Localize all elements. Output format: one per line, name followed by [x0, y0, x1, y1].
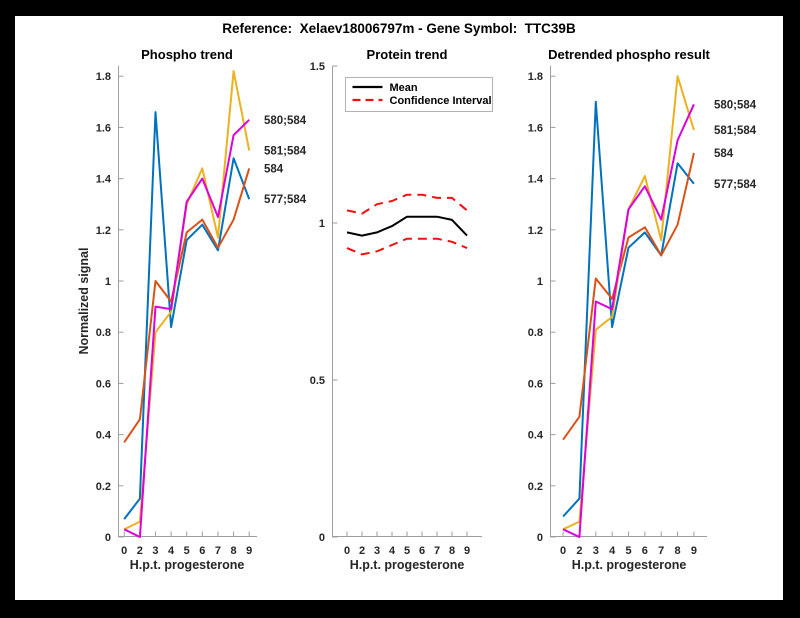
y-tick-label: 1 — [319, 218, 325, 230]
x-axis-label-protein: H.p.t. progesterone — [349, 558, 465, 572]
series-end-label: 577;584 — [264, 194, 307, 206]
y-tick-label: 1.4 — [96, 174, 112, 186]
x-tick-label: 3 — [593, 545, 599, 557]
y-tick-label: 0 — [319, 532, 325, 544]
y-tick-label: 0.6 — [96, 378, 111, 390]
y-tick-label: 1 — [537, 276, 543, 288]
subplot-title-protein-trend: Protein trend — [366, 47, 448, 62]
x-tick-label: 5 — [625, 545, 631, 557]
x-tick-label: 9 — [464, 545, 470, 557]
x-tick-label: 4 — [609, 545, 616, 557]
y-tick-label: 0.6 — [528, 378, 543, 390]
y-axis-label: Normalized signal — [77, 247, 91, 355]
series-end-label: 584 — [264, 163, 284, 175]
series-line-577-584 — [123, 111, 251, 520]
x-tick-label: 7 — [215, 545, 221, 557]
y-tick-label: 0.2 — [96, 481, 111, 493]
y-tick-label: 0.4 — [528, 430, 544, 442]
series-end-label: 584 — [714, 148, 734, 160]
x-tick-label: 3 — [152, 545, 158, 557]
y-tick-label: 1.8 — [528, 71, 543, 83]
y-tick-label: 1.6 — [528, 122, 543, 134]
subplot-title-phospho-trend: Phospho trend — [141, 47, 233, 62]
x-tick-label: 7 — [658, 545, 664, 557]
y-tick-label: 1 — [105, 276, 111, 288]
series-line-Confidence-Interval-upper — [346, 193, 468, 215]
legend-box — [345, 77, 493, 112]
y-tick-label: 0.4 — [96, 430, 112, 442]
figure-title: Reference: Xelaev18006797m - Gene Symbol… — [222, 21, 576, 36]
x-tick-label: 5 — [184, 545, 190, 557]
series-line-584 — [562, 152, 695, 441]
x-tick-label: 4 — [389, 545, 396, 557]
x-tick-label: 9 — [691, 545, 697, 557]
series-line-Mean — [346, 215, 468, 237]
x-tick-label: 0 — [560, 545, 566, 557]
x-tick-label: 5 — [404, 545, 410, 557]
series-line-581-584 — [562, 75, 695, 531]
series-end-label: 580;584 — [714, 99, 757, 111]
y-tick-label: 1.8 — [96, 71, 111, 83]
x-tick-label: 9 — [246, 545, 252, 557]
series-line-Confidence-Interval-lower — [346, 237, 468, 256]
x-tick-label: 8 — [675, 545, 681, 557]
series-end-label: 581;584 — [264, 145, 307, 157]
phospho-trend-chart: 00.20.40.60.811.21.41.61.80 2 3 4 5 6 7 8 9577;5… — [96, 66, 307, 557]
subplot-title-detrended: Detrended phospho result — [548, 47, 710, 62]
x-tick-label: 3 — [374, 545, 380, 557]
y-tick-label: 1.2 — [528, 225, 543, 237]
series-end-label: 577;584 — [714, 179, 757, 191]
series-line-581-584 — [123, 70, 251, 531]
y-tick-label: 1.4 — [528, 174, 544, 186]
x-tick-label: 6 — [199, 545, 205, 557]
x-tick-label: 8 — [231, 545, 237, 557]
y-tick-label: 0.2 — [528, 481, 543, 493]
y-tick-label: 1.2 — [96, 225, 111, 237]
x-axis-label-phospho: H.p.t. progesterone — [129, 558, 245, 572]
y-tick-label: 1.6 — [96, 122, 111, 134]
legend-label: Mean — [390, 82, 418, 94]
y-tick-label: 0.8 — [96, 327, 111, 339]
matlab-figure: Reference: Xelaev18006797m - Gene Symbol… — [15, 16, 783, 600]
y-tick-label: 0 — [105, 532, 111, 544]
y-tick-label: 0.8 — [528, 327, 543, 339]
series-line-584 — [123, 168, 251, 443]
detrended-phospho-chart: 00.20.40.60.811.21.41.61.80 2 3 4 5 6 7 8 9577;5… — [528, 66, 757, 557]
x-tick-label: 6 — [419, 545, 425, 557]
x-axis-label-detrended: H.p.t. progesterone — [571, 558, 687, 572]
x-tick-label: 4 — [168, 545, 175, 557]
x-tick-label: 8 — [449, 545, 455, 557]
x-tick-label: 0 — [121, 545, 127, 557]
x-tick-label: 7 — [434, 545, 440, 557]
x-tick-label: 2 — [359, 545, 365, 557]
x-tick-label: 0 — [344, 545, 350, 557]
series-line-577-584 — [562, 100, 695, 518]
x-tick-label: 2 — [576, 545, 582, 557]
x-tick-label: 6 — [642, 545, 648, 557]
series-line-580-584 — [562, 103, 695, 538]
y-tick-label: 0.5 — [310, 375, 325, 387]
series-end-label: 580;584 — [264, 115, 307, 127]
series-line-580-584 — [123, 119, 250, 538]
x-tick-label: 2 — [137, 545, 143, 557]
y-tick-label: 0 — [537, 532, 543, 544]
y-tick-label: 1.5 — [310, 61, 325, 73]
series-end-label: 581;584 — [714, 125, 757, 137]
legend-label: Confidence Interval — [390, 95, 492, 107]
